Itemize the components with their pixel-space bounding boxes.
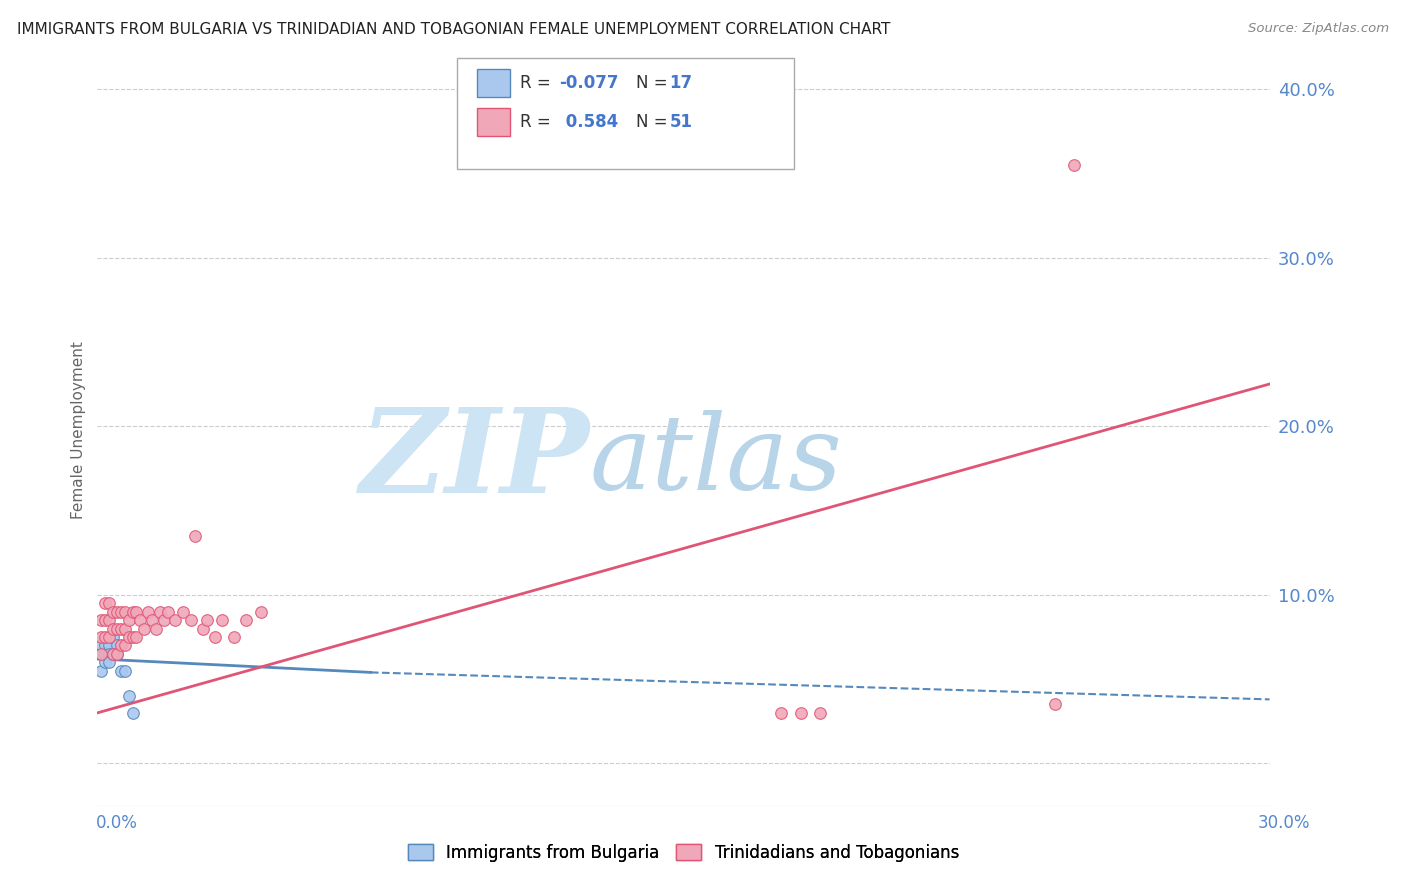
- Point: [90, 613, 112, 627]
- Point: [110, 664, 132, 678]
- Point: [98, 630, 121, 644]
- Text: IMMIGRANTS FROM BULGARIA VS TRINIDADIAN AND TOBAGONIAN FEMALE UNEMPLOYMENT CORRE: IMMIGRANTS FROM BULGARIA VS TRINIDADIAN …: [17, 22, 890, 37]
- Point: [152, 613, 174, 627]
- Point: [789, 706, 811, 720]
- Point: [172, 605, 194, 619]
- Point: [105, 622, 128, 636]
- Point: [114, 639, 136, 653]
- Text: R =: R =: [520, 113, 557, 131]
- Text: atlas: atlas: [589, 409, 842, 511]
- Point: [165, 613, 187, 627]
- Point: [121, 630, 143, 644]
- Point: [117, 630, 139, 644]
- Point: [121, 706, 143, 720]
- Point: [94, 647, 117, 661]
- Text: 30.0%: 30.0%: [1258, 814, 1310, 831]
- Point: [90, 664, 112, 678]
- Point: [94, 596, 117, 610]
- Point: [105, 605, 128, 619]
- Point: [114, 664, 136, 678]
- Point: [101, 630, 124, 644]
- Point: [110, 622, 132, 636]
- Point: [110, 605, 132, 619]
- Point: [250, 605, 273, 619]
- Point: [770, 706, 793, 720]
- Point: [105, 647, 128, 661]
- Point: [101, 647, 124, 661]
- Point: [235, 613, 257, 627]
- Point: [184, 529, 207, 543]
- Point: [156, 605, 179, 619]
- Point: [110, 639, 132, 653]
- Point: [1063, 158, 1085, 172]
- Text: 17: 17: [669, 74, 692, 92]
- Point: [141, 613, 163, 627]
- Point: [136, 605, 159, 619]
- Text: N =: N =: [636, 113, 672, 131]
- Point: [90, 639, 112, 653]
- Text: 0.0%: 0.0%: [96, 814, 138, 831]
- Y-axis label: Female Unemployment: Female Unemployment: [72, 342, 86, 519]
- Point: [105, 647, 128, 661]
- Text: N =: N =: [636, 74, 672, 92]
- Point: [94, 613, 117, 627]
- Point: [149, 605, 172, 619]
- Text: Source: ZipAtlas.com: Source: ZipAtlas.com: [1249, 22, 1389, 36]
- Point: [180, 613, 202, 627]
- Text: 0.584: 0.584: [560, 113, 617, 131]
- Point: [1043, 698, 1066, 712]
- Point: [90, 647, 112, 661]
- Point: [105, 639, 128, 653]
- Point: [114, 622, 136, 636]
- Point: [145, 622, 167, 636]
- Point: [121, 605, 143, 619]
- Point: [125, 630, 148, 644]
- Point: [211, 613, 233, 627]
- Point: [94, 630, 117, 644]
- Point: [98, 596, 121, 610]
- Point: [101, 647, 124, 661]
- Point: [98, 647, 121, 661]
- Point: [224, 630, 246, 644]
- Point: [94, 655, 117, 669]
- Point: [117, 689, 139, 703]
- Point: [191, 622, 214, 636]
- Point: [94, 639, 117, 653]
- Point: [101, 605, 124, 619]
- Point: [90, 630, 112, 644]
- Text: -0.077: -0.077: [560, 74, 619, 92]
- Point: [134, 622, 156, 636]
- Point: [101, 622, 124, 636]
- Point: [125, 605, 148, 619]
- Point: [114, 605, 136, 619]
- Text: 51: 51: [669, 113, 692, 131]
- Point: [808, 706, 831, 720]
- Point: [98, 639, 121, 653]
- Point: [98, 655, 121, 669]
- Point: [129, 613, 152, 627]
- Point: [90, 647, 112, 661]
- Point: [117, 613, 139, 627]
- Point: [98, 613, 121, 627]
- Point: [204, 630, 226, 644]
- Point: [195, 613, 218, 627]
- Text: R =: R =: [520, 74, 557, 92]
- Legend: Immigrants from Bulgaria, Trinidadians and Tobagonians: Immigrants from Bulgaria, Trinidadians a…: [401, 838, 966, 869]
- Text: ZIP: ZIP: [360, 403, 589, 518]
